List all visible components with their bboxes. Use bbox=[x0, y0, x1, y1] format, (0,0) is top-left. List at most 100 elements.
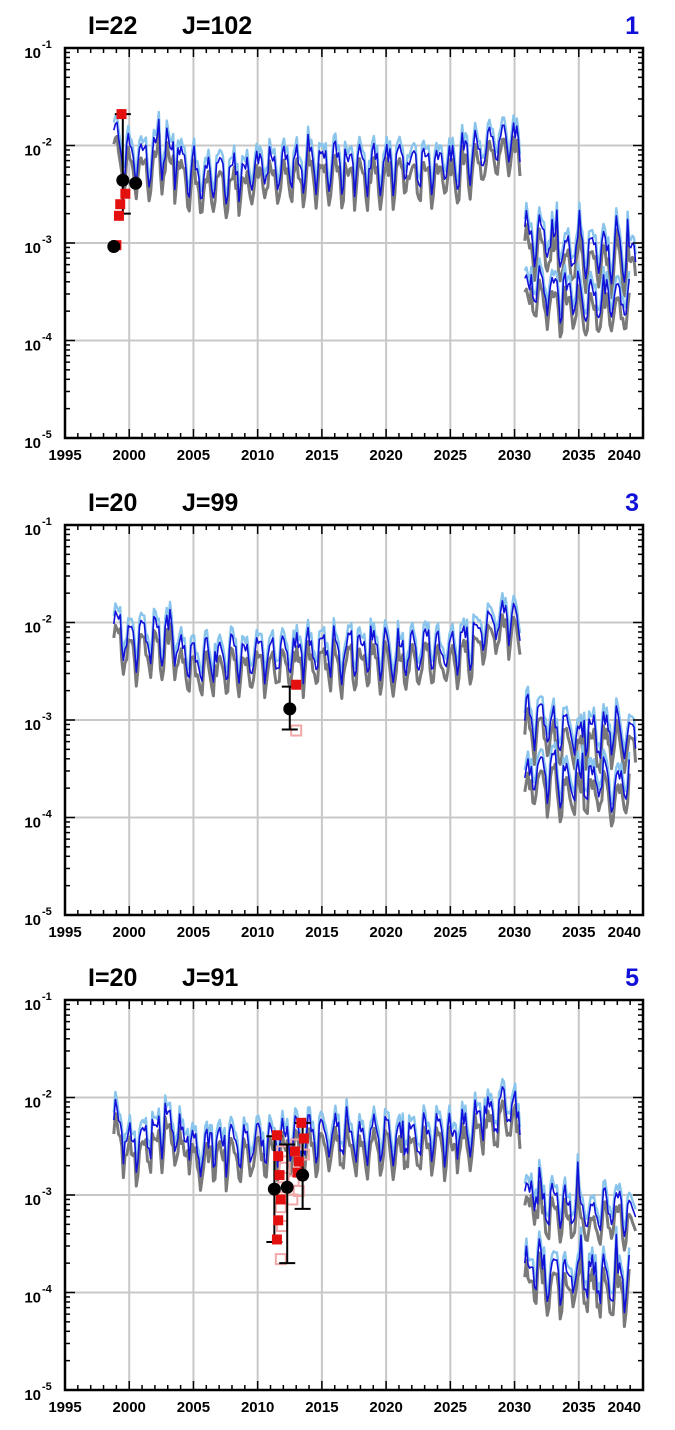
sample-marker bbox=[271, 1130, 282, 1141]
x-tick-label: 2040 bbox=[608, 1399, 641, 1416]
y-tick-exponent: -4 bbox=[42, 1284, 53, 1296]
y-tick-exponent: -4 bbox=[42, 332, 53, 344]
sample-marker bbox=[275, 1194, 286, 1205]
y-tick-exponent: -1 bbox=[42, 39, 52, 51]
panel-3: 1995 2000 2005 2010 2015 2020 2025 2030 2035 2040… bbox=[24, 964, 645, 1416]
faint-sample-marker bbox=[292, 1184, 305, 1197]
model-series bbox=[112, 110, 638, 339]
model-band-line bbox=[112, 592, 522, 679]
x-tick-label: 2035 bbox=[562, 924, 595, 941]
x-tick-label: 2005 bbox=[177, 924, 210, 941]
x-tick-label: 2015 bbox=[305, 1399, 338, 1416]
sample-marker bbox=[296, 1117, 307, 1128]
x-tick-label: 2000 bbox=[113, 1399, 146, 1416]
y-tick-label: 10 bbox=[24, 815, 41, 832]
y-tick-label: 10 bbox=[24, 435, 41, 452]
x-tick-label: 2025 bbox=[434, 924, 467, 941]
model-main-line bbox=[113, 1086, 521, 1178]
observation-point bbox=[280, 1180, 294, 1194]
model-main-line bbox=[524, 749, 630, 813]
sample-marker bbox=[298, 1133, 309, 1144]
model-main-line bbox=[524, 1233, 630, 1314]
panel-title-j: J=102 bbox=[182, 12, 252, 40]
sample-marker bbox=[273, 1151, 284, 1162]
y-tick-label: 10 bbox=[24, 45, 41, 62]
panel-title-i: I=20 bbox=[88, 489, 137, 517]
panel-number: 3 bbox=[625, 489, 639, 517]
observation-point bbox=[296, 1168, 310, 1182]
model-low-line bbox=[523, 222, 638, 300]
model-main-line bbox=[524, 265, 630, 324]
x-tick-label: 2010 bbox=[241, 1399, 274, 1416]
panel-1: 1995 2000 2005 2010 2015 2020 2025 2030 2035 2040… bbox=[24, 12, 645, 464]
model-low-line bbox=[112, 1099, 522, 1193]
y-tick-exponent: -5 bbox=[42, 429, 52, 441]
x-tick-label: 2040 bbox=[608, 447, 641, 464]
observation-point bbox=[129, 176, 143, 190]
y-tick-label: 10 bbox=[24, 338, 41, 355]
sample-marker bbox=[120, 188, 131, 199]
y-tick-exponent: -2 bbox=[42, 137, 52, 149]
model-main-line bbox=[113, 600, 521, 686]
y-tick-label: 10 bbox=[24, 522, 41, 539]
x-tick-label: 2000 bbox=[113, 924, 146, 941]
model-main-line bbox=[524, 1161, 637, 1238]
panel-number: 1 bbox=[625, 12, 639, 40]
y-tick-exponent: -1 bbox=[42, 516, 52, 528]
model-band-line bbox=[112, 1077, 522, 1171]
sample-marker bbox=[291, 679, 302, 690]
panel-title-i: I=20 bbox=[88, 964, 137, 992]
x-tick-label: 2020 bbox=[369, 1399, 402, 1416]
model-low-line bbox=[523, 1246, 631, 1328]
x-tick-label: 2010 bbox=[241, 447, 274, 464]
x-tick-label: 2025 bbox=[434, 447, 467, 464]
observation-point bbox=[116, 173, 130, 187]
x-tick-label: 2010 bbox=[241, 924, 274, 941]
x-tick-label: 2000 bbox=[113, 447, 146, 464]
model-low-line bbox=[523, 706, 638, 774]
y-tick-exponent: -5 bbox=[42, 1381, 52, 1393]
y-tick-exponent: -3 bbox=[42, 1186, 52, 1198]
x-tick-label: 2030 bbox=[498, 924, 531, 941]
x-tick-label: 2035 bbox=[562, 1399, 595, 1416]
model-low-line bbox=[523, 1174, 638, 1252]
y-tick-exponent: -3 bbox=[42, 234, 52, 246]
x-tick-label: 2020 bbox=[369, 447, 402, 464]
y-tick-exponent: -2 bbox=[42, 614, 52, 626]
observation-point bbox=[267, 1182, 281, 1196]
y-tick-label: 10 bbox=[24, 997, 41, 1014]
panel-2: 1995 2000 2005 2010 2015 2020 2025 2030 2035 2040… bbox=[24, 489, 645, 941]
y-tick-label: 10 bbox=[24, 620, 41, 637]
model-low-line bbox=[112, 613, 522, 700]
x-tick-label: 2005 bbox=[177, 447, 210, 464]
y-tick-label: 10 bbox=[24, 1387, 41, 1404]
y-tick-exponent: -2 bbox=[42, 1089, 52, 1101]
axis-ticks bbox=[64, 48, 644, 439]
x-tick-label: 1995 bbox=[48, 1399, 81, 1416]
sample-marker bbox=[293, 1156, 304, 1167]
y-tick-exponent: -3 bbox=[42, 711, 52, 723]
sample-marker bbox=[289, 1146, 300, 1157]
observation-point bbox=[283, 702, 297, 716]
y-tick-label: 10 bbox=[24, 717, 41, 734]
x-tick-label: 2030 bbox=[498, 1399, 531, 1416]
panel-title-j: J=99 bbox=[182, 489, 238, 517]
x-tick-label: 1995 bbox=[48, 447, 81, 464]
x-tick-label: 2030 bbox=[498, 447, 531, 464]
observation-point bbox=[107, 240, 121, 254]
x-tick-label: 2015 bbox=[305, 447, 338, 464]
model-band-line bbox=[523, 741, 631, 806]
panel-title-i: I=22 bbox=[88, 12, 137, 40]
sample-marker bbox=[116, 109, 127, 120]
model-series bbox=[112, 592, 638, 828]
sample-marker bbox=[113, 210, 124, 221]
y-tick-label: 10 bbox=[24, 1192, 41, 1209]
x-tick-label: 1995 bbox=[48, 924, 81, 941]
sample-marker bbox=[271, 1234, 282, 1245]
model-band-line bbox=[523, 1153, 637, 1230]
model-low-line bbox=[112, 132, 522, 220]
y-tick-label: 10 bbox=[24, 240, 41, 257]
model-main-line bbox=[524, 693, 637, 760]
axis-ticks bbox=[64, 1000, 644, 1391]
y-tick-exponent: -5 bbox=[42, 906, 52, 918]
